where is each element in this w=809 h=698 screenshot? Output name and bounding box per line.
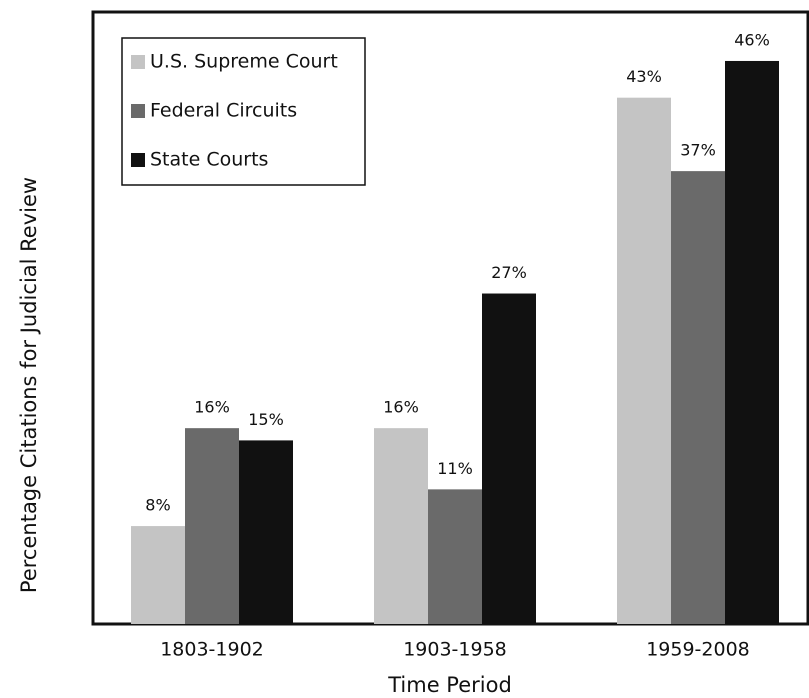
- legend-label: U.S. Supreme Court: [150, 51, 338, 73]
- x-tick-label: 1959-2008: [646, 639, 750, 661]
- x-tick-label: 1803-1902: [160, 639, 264, 661]
- data-label: 46%: [734, 30, 770, 49]
- bar: [671, 171, 725, 624]
- bar: [131, 526, 185, 624]
- legend-swatch: [131, 153, 145, 167]
- y-axis-title: Percentage Citations for Judicial Review: [17, 177, 41, 593]
- bar: [428, 489, 482, 624]
- legend-label: Federal Circuits: [150, 100, 297, 122]
- bar: [239, 440, 293, 624]
- data-label: 11%: [437, 459, 473, 478]
- data-label: 27%: [491, 263, 527, 282]
- bar: [482, 293, 536, 624]
- data-label: 16%: [194, 398, 230, 417]
- legend-box: [121, 37, 366, 186]
- data-label: 15%: [248, 410, 284, 429]
- legend-label: State Courts: [150, 149, 268, 171]
- data-label: 37%: [680, 141, 716, 160]
- legend-swatch: [131, 55, 145, 69]
- data-label: 16%: [383, 398, 419, 417]
- data-label: 8%: [145, 496, 170, 515]
- legend-swatch: [131, 104, 145, 118]
- bar: [725, 60, 779, 624]
- bar: [185, 428, 239, 624]
- x-axis-title: Time Period: [387, 673, 512, 697]
- data-label: 43%: [626, 67, 662, 86]
- bar: [374, 428, 428, 624]
- bar: [617, 97, 671, 625]
- x-tick-label: 1903-1958: [403, 639, 507, 661]
